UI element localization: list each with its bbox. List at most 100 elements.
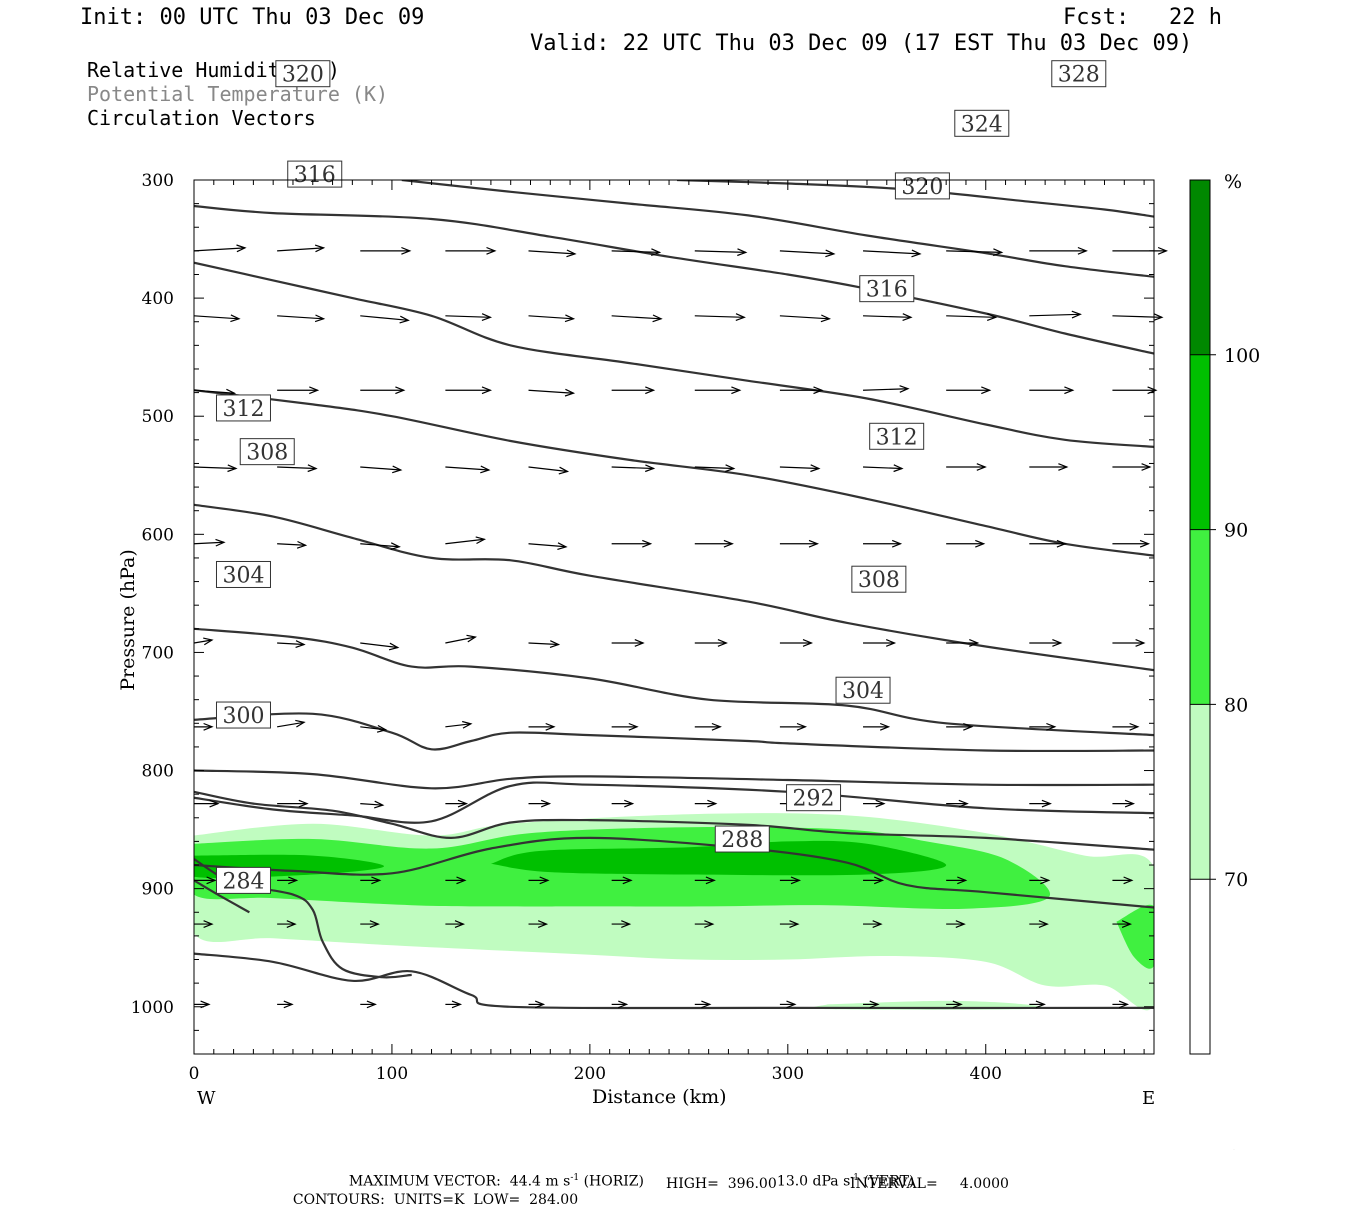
circulation-vector-8-1 xyxy=(277,876,299,885)
contour-label-320-0: 320 xyxy=(275,60,331,88)
vector-head xyxy=(624,799,635,808)
circulation-vector-2-10 xyxy=(1029,386,1075,395)
contour-label-box xyxy=(786,784,842,812)
colorbar-level-label: 100 xyxy=(1224,345,1260,367)
circulation-vector-10-1 xyxy=(277,1000,294,1009)
vector-head xyxy=(642,539,653,548)
contour-label-text: 288 xyxy=(721,828,763,853)
circulation-vector-5-5 xyxy=(611,639,645,647)
circulation-vector-2-7 xyxy=(779,386,824,395)
x-end-west: W xyxy=(197,1088,216,1109)
vector-shaft xyxy=(193,541,225,545)
vector-head xyxy=(296,540,308,549)
contour-label-288-0: 288 xyxy=(714,825,770,853)
circulation-vector-10-4 xyxy=(528,1000,546,1009)
vector-shaft xyxy=(360,642,398,649)
max-vert-value: 13.0 xyxy=(776,1173,809,1190)
circulation-vector-7-2 xyxy=(360,800,385,809)
vector-head xyxy=(466,634,477,643)
circulation-vector-7-1 xyxy=(277,799,309,808)
valid-time: Valid: 22 UTC Thu 03 Dec 09 (17 EST Thu … xyxy=(530,31,1193,56)
max-vector-line: MAXIMUM VECTOR: 44.4 m s-1 (HORIZ) xyxy=(340,1157,644,1190)
vector-shaft xyxy=(528,389,574,394)
vector-head xyxy=(992,248,1004,257)
theta-contour-284-1 xyxy=(194,879,250,914)
vector-head xyxy=(786,1000,797,1009)
circulation-vector-10-7 xyxy=(779,1000,797,1009)
max-horiz-exponent: -1 xyxy=(570,1173,580,1183)
circulation-vector-7-10 xyxy=(1029,799,1052,808)
circulation-vector-10-3 xyxy=(445,1000,463,1009)
circulation-vector-3-10 xyxy=(1029,463,1069,471)
vector-head xyxy=(1040,876,1051,885)
vector-shaft xyxy=(863,315,912,318)
vector-head xyxy=(789,920,800,928)
contour-label-284-0: 284 xyxy=(215,866,271,894)
vector-shaft xyxy=(445,636,476,644)
vector-shaft xyxy=(946,250,1002,253)
vector-head xyxy=(564,314,576,323)
circulation-vector-6-0 xyxy=(194,722,214,731)
legend-circulation-vectors: Circulation Vectors xyxy=(87,106,316,130)
contours-line: CONTOURS: UNITS=K LOW= 284.00 xyxy=(284,1176,578,1208)
theta-contour-288-3 xyxy=(194,836,1154,909)
y-tick-label: 1000 xyxy=(131,998,174,1018)
circulation-vector-10-5 xyxy=(611,1000,629,1009)
vector-head xyxy=(976,463,987,471)
vector-head xyxy=(981,386,992,395)
vector-head xyxy=(885,639,897,647)
vector-shaft xyxy=(862,250,921,255)
vector-head xyxy=(873,876,885,885)
vector-head xyxy=(457,799,469,808)
vector-head xyxy=(1046,722,1057,731)
circulation-vector-2-3 xyxy=(445,386,493,395)
vector-head xyxy=(810,464,821,473)
vector-shaft xyxy=(360,726,386,731)
vector-head xyxy=(309,386,320,395)
vector-head xyxy=(314,244,326,253)
axes-layer: 0 100 200 300 400 300 400 500 600 700 800 900 1000 xyxy=(131,171,1154,1084)
vector-shaft xyxy=(193,639,213,644)
contour-label-layer: 284 288 292 300 304 304 308 308 312 312 316 316 320 3… xyxy=(215,60,1107,894)
vector-head xyxy=(955,920,966,928)
vector-head xyxy=(475,536,487,545)
vector-head xyxy=(209,799,220,808)
circulation-vector-4-2 xyxy=(360,542,401,551)
circulation-vector-10-8 xyxy=(863,1000,880,1009)
vector-head xyxy=(652,314,663,323)
vector-head xyxy=(1157,246,1169,255)
y-tick-label: 400 xyxy=(142,289,174,309)
vector-head xyxy=(731,386,742,395)
y-tick-label: 900 xyxy=(142,880,174,900)
x-tick-label: 200 xyxy=(574,1064,606,1084)
vector-head xyxy=(549,640,561,648)
circulation-vector-0-8 xyxy=(862,249,922,258)
circulation-vector-8-10 xyxy=(1029,876,1051,885)
vector-shaft xyxy=(779,466,819,470)
init-time: Init: 00 UTC Thu 03 Dec 09 xyxy=(80,5,425,30)
circulation-vector-9-9 xyxy=(946,920,966,928)
contour-label-text: 328 xyxy=(1058,63,1100,88)
circulation-vector-6-4 xyxy=(528,722,556,731)
vector-head xyxy=(644,464,656,473)
contour-label-box xyxy=(275,60,331,88)
circulation-vector-0-2 xyxy=(360,246,412,255)
vector-head xyxy=(1121,920,1133,928)
colorbar-segment-2 xyxy=(1190,529,1210,705)
vector-head xyxy=(1035,1000,1046,1009)
colorbar-border xyxy=(1189,179,1211,1055)
vector-head xyxy=(1052,639,1063,647)
colorbar-level-label: 90 xyxy=(1224,520,1248,542)
circulation-vector-6-7 xyxy=(779,722,808,731)
vector-head xyxy=(634,639,645,647)
vector-shaft xyxy=(193,389,235,394)
circulation-vector-3-4 xyxy=(528,466,570,475)
circulation-vector-9-6 xyxy=(694,920,715,928)
vector-head xyxy=(711,722,722,731)
vector-head xyxy=(564,388,576,397)
rh-fill-90-5 xyxy=(490,840,947,876)
circulation-vector-0-3 xyxy=(445,246,497,255)
contour-label-box xyxy=(859,275,915,303)
circulation-vector-3-11 xyxy=(1112,463,1152,471)
y-tick-label: 300 xyxy=(142,171,174,191)
